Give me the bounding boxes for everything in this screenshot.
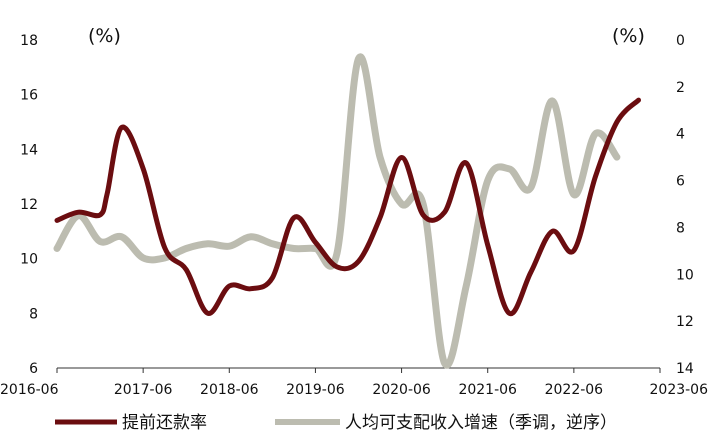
left-tick-label: 14 bbox=[20, 142, 38, 158]
x-tick-label: 2021-06 bbox=[458, 382, 517, 398]
left-tick-label: 18 bbox=[20, 33, 38, 49]
legend: 提前还款率 人均可支配收入增速（季调，逆序） bbox=[55, 413, 617, 433]
x-tick-label: 2016-06 bbox=[0, 382, 59, 398]
left-tick-label: 16 bbox=[20, 88, 38, 104]
right-tick-label: 2 bbox=[676, 80, 685, 96]
right-tick-label: 10 bbox=[676, 267, 694, 283]
legend-label-prepayment-rate: 提前还款率 bbox=[122, 413, 207, 433]
x-tick-label: 2018-06 bbox=[200, 382, 259, 398]
x-tick-label: 2017-06 bbox=[114, 382, 173, 398]
series-line-income-growth bbox=[53, 53, 621, 369]
right-tick-label: 4 bbox=[676, 127, 685, 143]
x-tick-label: 2023-06 bbox=[650, 382, 709, 398]
right-tick-label: 12 bbox=[676, 314, 694, 330]
left-tick-label: 6 bbox=[29, 361, 38, 377]
left-tick-label: 8 bbox=[29, 306, 38, 322]
left-tick-label: 12 bbox=[20, 197, 38, 213]
x-tick-label: 2019-06 bbox=[286, 382, 345, 398]
right-tick-label: 6 bbox=[676, 174, 685, 190]
x-tick-label: 2020-06 bbox=[372, 382, 431, 398]
right-axis-unit: (%) bbox=[612, 25, 645, 47]
right-tick-label: 0 bbox=[676, 33, 685, 49]
left-axis-unit: (%) bbox=[88, 25, 121, 47]
right-tick-label: 14 bbox=[676, 361, 694, 377]
x-axis-ticks: 2016-06 2017-06 2018-06 2019-06 2020-06 2021-… bbox=[0, 368, 708, 398]
left-axis-ticks: 6 8 10 12 14 16 18 bbox=[20, 33, 38, 377]
legend-label-income-growth: 人均可支配收入增速（季调，逆序） bbox=[345, 413, 617, 433]
series-line-prepayment-rate bbox=[54, 97, 641, 316]
x-tick-label: 2022-06 bbox=[545, 382, 604, 398]
left-tick-label: 10 bbox=[20, 252, 38, 268]
right-tick-label: 8 bbox=[676, 220, 685, 236]
right-axis-ticks: 0 2 4 6 8 10 12 14 bbox=[676, 33, 694, 377]
